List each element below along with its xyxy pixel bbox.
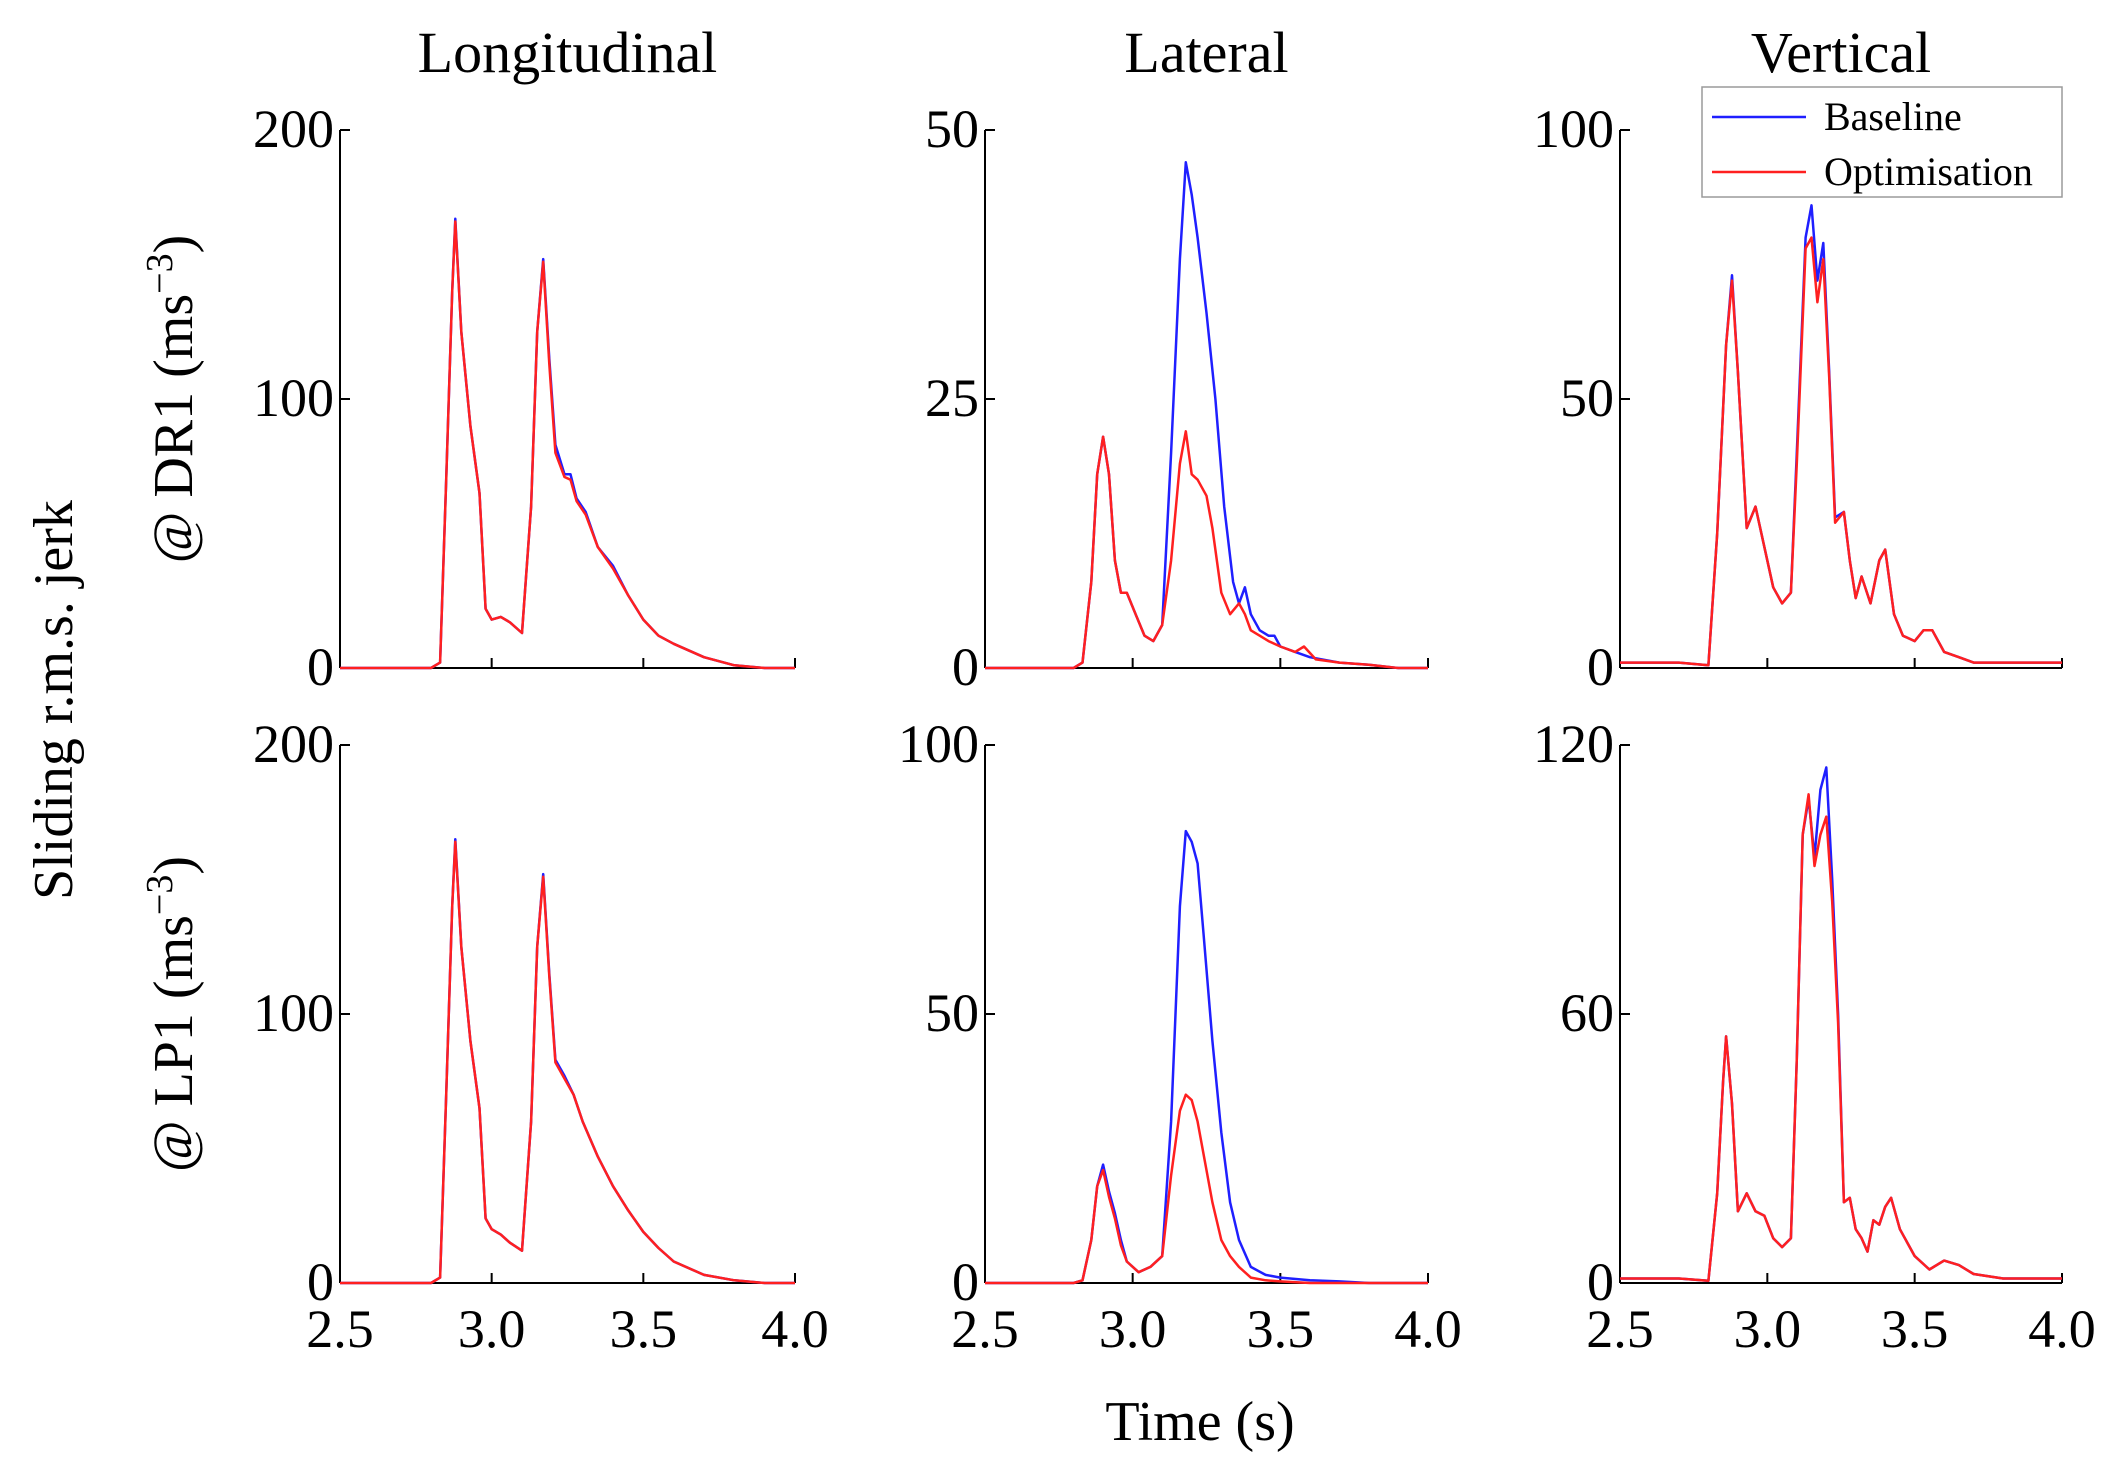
x-tick-label: 4.0 [1394,1299,1462,1359]
x-tick-label: 4.0 [761,1299,829,1359]
x-tick-label: 3.5 [1247,1299,1315,1359]
panel-lateral-row2: 0 50 100 2.5 3.0 3.5 4.0 [898,714,1462,1359]
series-line-optimisation [1620,793,2062,1283]
y-tick-label: 100 [898,714,979,774]
column-title-longitudinal: Longitudinal [418,20,718,85]
x-axis-label: Time (s) [1105,1391,1294,1453]
panel-longitudinal-row1: 0 100 200 [253,99,796,697]
series-line-baseline [340,837,795,1285]
series-line-baseline [340,217,795,670]
y-tick-label: 0 [1587,1252,1614,1312]
y-tick-label: 60 [1560,983,1614,1043]
x-tick-label: 3.0 [1099,1299,1167,1359]
row-label-2: @ LP1 (ms−3) [139,856,205,1172]
legend-box [1701,86,2063,198]
series-line-optimisation [1620,236,2062,667]
column-title-vertical: Vertical [1751,20,1931,85]
legend: Baseline Optimisation [1701,86,2063,198]
y-tick-label: 100 [253,983,334,1043]
x-tick-label: 3.5 [1881,1299,1949,1359]
y-tick-label: 0 [1587,637,1614,697]
panel-lateral-row1: 0 25 50 [925,99,1429,697]
y-tick-label: 100 [253,368,334,428]
x-tick-label: 4.0 [2028,1299,2096,1359]
series-line-optimisation [985,1093,1428,1285]
y-tick-label: 50 [925,99,979,159]
series-line-baseline [985,829,1428,1285]
y-axis-label: Sliding r.m.s. jerk [23,500,85,900]
y-tick-label: 100 [1533,99,1614,159]
y-tick-label: 0 [307,637,334,697]
series-line-optimisation [340,220,795,670]
y-tick-label: 0 [307,1252,334,1312]
series-line-baseline [985,161,1428,670]
series-line-baseline [1620,204,2062,667]
y-tick-label: 0 [952,1252,979,1312]
panel-vertical-row1: 0 50 100 [1533,99,2063,697]
row-label-1: @ DR1 (ms−3) [139,235,205,563]
x-tick-label: 3.0 [1734,1299,1802,1359]
panel-vertical-row2: 0 60 120 2.5 3.0 3.5 4.0 [1533,714,2096,1359]
series-line-optimisation [340,840,795,1285]
y-tick-label: 50 [925,983,979,1043]
x-tick-label: 2.5 [1586,1299,1654,1359]
x-tick-label: 3.0 [458,1299,526,1359]
legend-label-baseline: Baseline [1824,94,1962,139]
y-tick-label: 50 [1560,368,1614,428]
y-tick-label: 0 [952,637,979,697]
y-tick-label: 25 [925,368,979,428]
legend-label-optimisation: Optimisation [1824,149,2033,194]
x-tick-label: 2.5 [951,1299,1019,1359]
column-title-lateral: Lateral [1124,20,1288,85]
series-line-optimisation [985,430,1428,670]
y-tick-label: 200 [253,714,334,774]
y-tick-label: 200 [253,99,334,159]
x-tick-label: 2.5 [306,1299,374,1359]
x-tick-label: 3.5 [610,1299,678,1359]
panel-longitudinal-row2: 0 100 200 2.5 3.0 3.5 4.0 [253,714,829,1359]
y-tick-label: 120 [1533,714,1614,774]
series-line-baseline [1620,766,2062,1283]
